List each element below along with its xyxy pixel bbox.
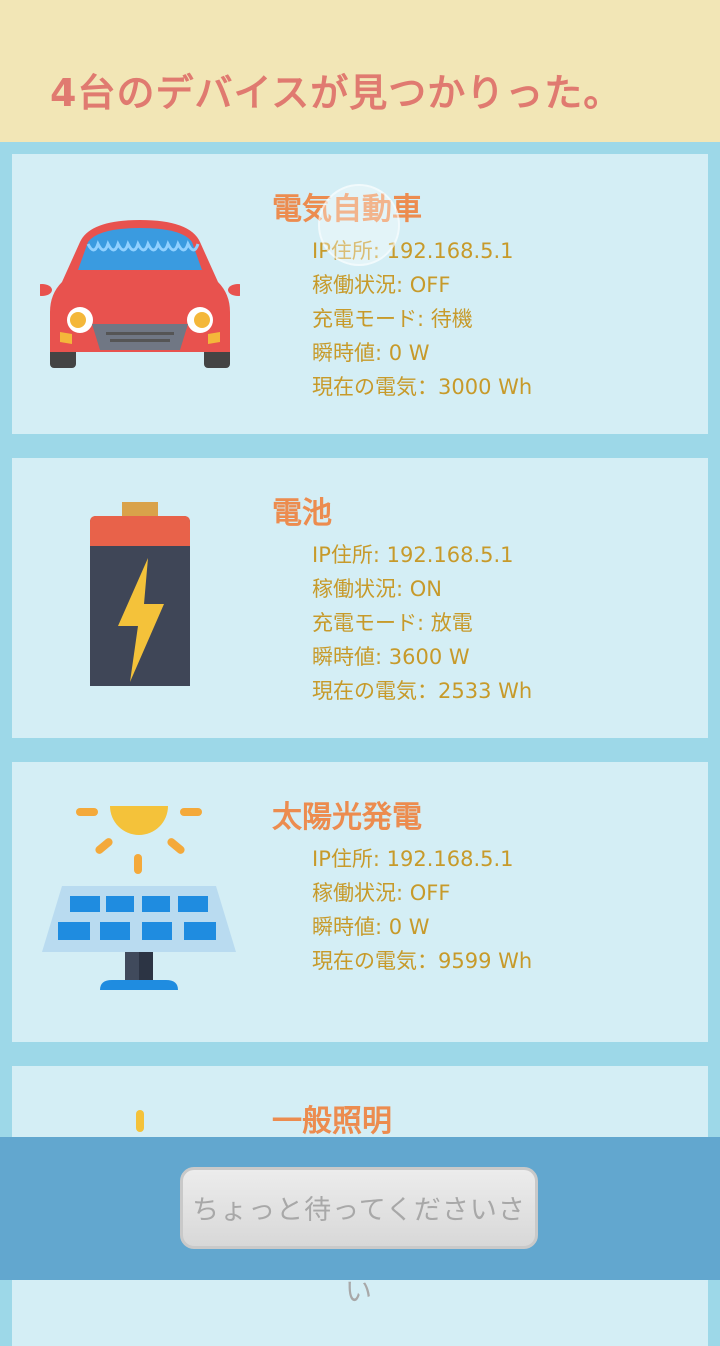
car-icon xyxy=(40,220,240,368)
touch-indicator xyxy=(318,184,400,266)
prop-instant-value: 瞬時値: 0 W xyxy=(312,341,430,365)
prop-ip: IP住所: 192.168.5.1 xyxy=(312,847,514,871)
prop-charge-mode: 充電モード: 放電 xyxy=(312,611,473,635)
wait-button[interactable]: ちょっと待ってくださいさい xyxy=(180,1167,538,1308)
device-card-battery[interactable]: 電池 IP住所: 192.168.5.1 稼働状況: ON 充電モード: 放電 … xyxy=(12,458,708,738)
device-name: 一般照明 xyxy=(272,1104,392,1139)
prop-instant-value: 瞬時値: 3600 W xyxy=(312,645,470,669)
prop-ip: IP住所: 192.168.5.1 xyxy=(312,543,514,567)
prop-current-energy: 現在の電気：3000 Wh xyxy=(312,375,533,399)
battery-icon xyxy=(90,502,190,686)
prop-charge-mode: 充電モード: 待機 xyxy=(312,307,473,331)
prop-current-energy: 現在の電気：2533 Wh xyxy=(312,679,533,703)
prop-status: 稼働状況: OFF xyxy=(312,881,451,905)
solar-panel-icon xyxy=(42,806,236,990)
device-props: IP住所: 192.168.5.1 稼働状況: OFF 瞬時値: 0 W 現在の… xyxy=(312,842,532,978)
prop-status: 稼働状況: ON xyxy=(312,577,442,601)
bottom-bar: ちょっと待ってくださいさい xyxy=(0,1137,720,1308)
device-name: 太陽光発電 xyxy=(272,800,422,835)
device-props: IP住所: 192.168.5.1 稼働状況: ON 充電モード: 放電 瞬時値… xyxy=(312,538,532,708)
prop-status: 稼働状況: OFF xyxy=(312,273,451,297)
device-props: IP住所: 192.168.5.1 稼働状況: OFF 充電モード: 待機 瞬時… xyxy=(312,234,532,404)
page-title: 4台のデバイスが見つかりった。 xyxy=(50,71,623,115)
prop-current-energy: 現在の電気：9599 Wh xyxy=(312,949,533,973)
device-name: 電気自動車 xyxy=(272,192,422,227)
device-card-ev[interactable]: 電気自動車 IP住所: 192.168.5.1 稼働状況: OFF 充電モード:… xyxy=(12,154,708,434)
prop-instant-value: 瞬時値: 0 W xyxy=(312,915,430,939)
header: 4台のデバイスが見つかりった。 xyxy=(0,0,720,142)
device-name: 電池 xyxy=(272,496,332,531)
prop-ip: IP住所: 192.168.5.1 xyxy=(312,239,514,263)
device-card-solar[interactable]: 太陽光発電 IP住所: 192.168.5.1 稼働状況: OFF 瞬時値: 0… xyxy=(12,762,708,1042)
